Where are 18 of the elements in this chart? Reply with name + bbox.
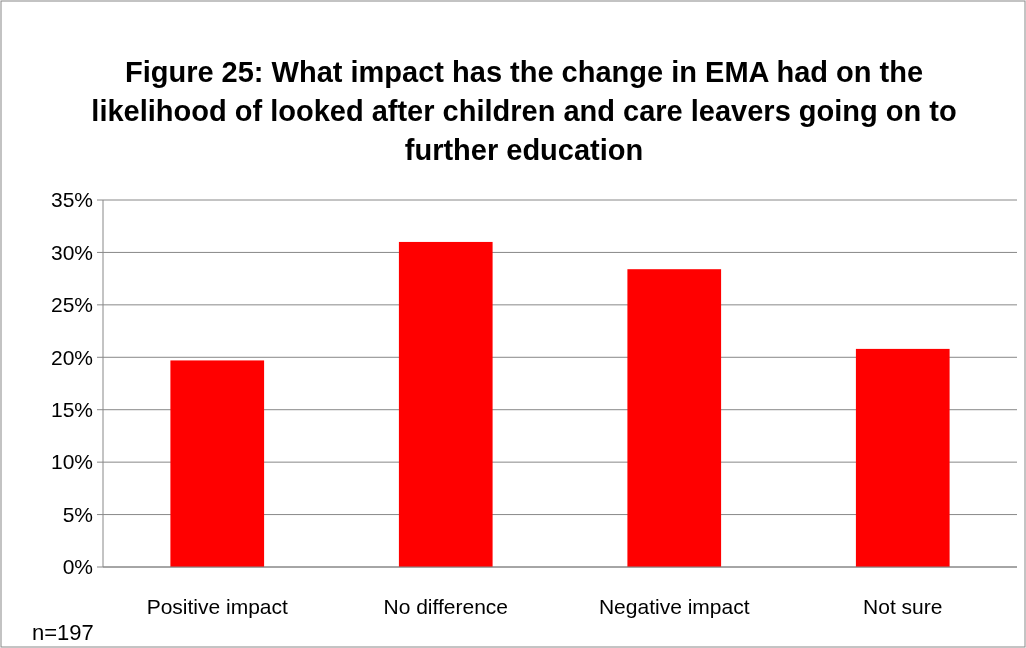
text: n=197 xyxy=(32,620,94,645)
bar xyxy=(627,269,722,567)
y-tick-label: 10% xyxy=(50,450,93,474)
chart-title: Figure 25: What impact has the change in EMA had on the likelihood of looked after children and care leavers going on to further education xyxy=(91,56,957,166)
y-tick-label: 5% xyxy=(62,502,93,526)
bar xyxy=(398,241,493,567)
y-tick-label: 20% xyxy=(50,345,93,369)
x-tick-label: Not sure xyxy=(863,595,943,618)
y-tick-label: 15% xyxy=(50,398,93,422)
x-tick-label: Negative impact xyxy=(598,595,750,618)
bar xyxy=(855,348,950,567)
y-tick-label: 25% xyxy=(50,293,93,317)
y-tick-label: 30% xyxy=(50,240,93,264)
bar xyxy=(170,360,265,567)
y-tick-label: 35% xyxy=(50,188,93,212)
x-tick-label: Positive impact xyxy=(146,595,289,618)
y-tick-label: 0% xyxy=(62,555,93,579)
x-tick-label: No difference xyxy=(383,595,509,618)
